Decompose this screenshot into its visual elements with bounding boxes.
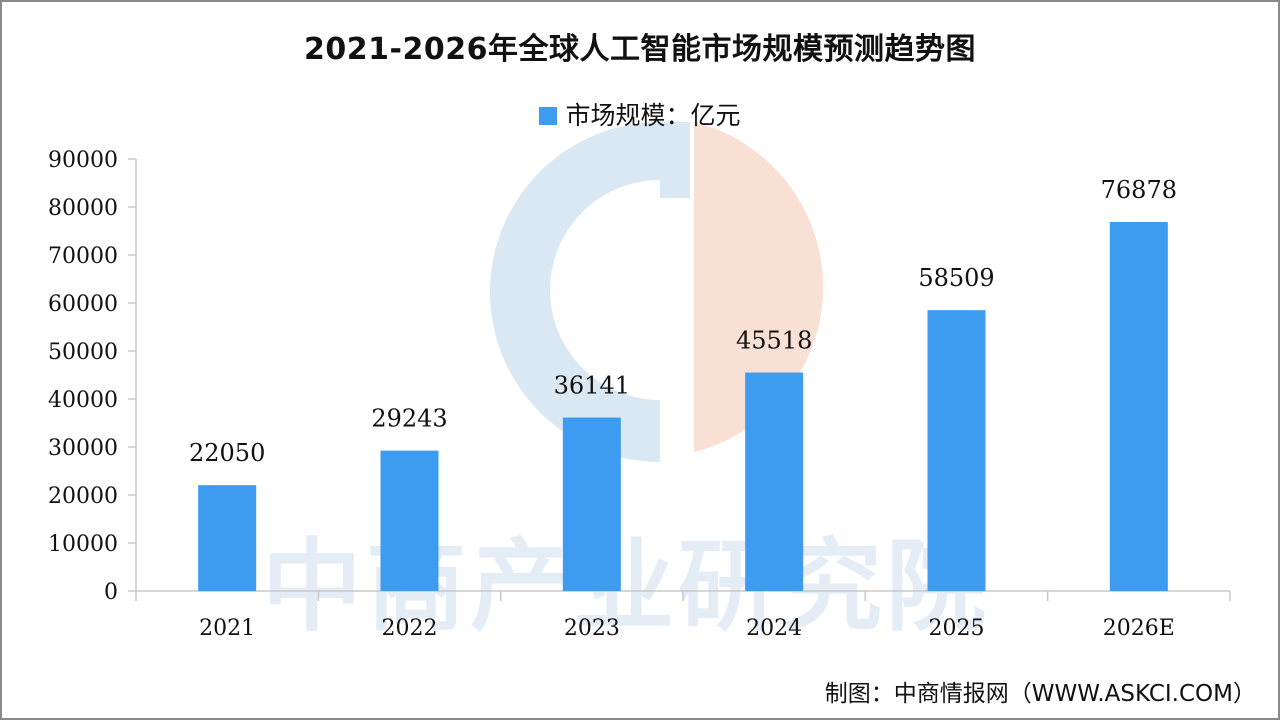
x-tick-label: 2025: [929, 616, 985, 641]
data-label: 45518: [736, 327, 812, 355]
y-tick-label: 50000: [48, 340, 118, 365]
y-tick-label: 40000: [48, 388, 118, 413]
zhongshang-logo-icon: [490, 122, 824, 462]
legend-label: 市场规模：亿元: [565, 101, 741, 130]
x-tick-label: 2024: [746, 616, 802, 641]
y-tick-label: 90000: [48, 148, 118, 173]
x-tick-label: 2026E: [1103, 616, 1175, 641]
y-tick-label: 0: [104, 580, 118, 605]
y-tick-label: 30000: [48, 436, 118, 461]
bars: [198, 221, 1168, 591]
chart-title: 2021-2026年全球人工智能市场规模预测趋势图: [304, 32, 976, 67]
bar: [380, 450, 439, 591]
bar: [927, 310, 986, 591]
y-tick-label: 20000: [48, 484, 118, 509]
bar: [562, 417, 621, 591]
y-tick-label: 70000: [48, 244, 118, 269]
y-tick-label: 10000: [48, 532, 118, 557]
data-label: 36141: [554, 372, 630, 400]
x-tick-label: 2023: [564, 616, 620, 641]
bar: [745, 372, 804, 591]
y-tick-label: 60000: [48, 292, 118, 317]
source-note: 制图：中商情报网（WWW.ASKCI.COM）: [824, 681, 1256, 707]
data-label: 22050: [189, 439, 265, 467]
x-axis: 2021 2022 2023 2024 2025 2026E: [135, 590, 1231, 641]
x-tick-label: 2022: [382, 616, 438, 641]
bar: [1109, 221, 1168, 591]
bar: [198, 485, 257, 591]
legend: 市场规模：亿元: [0, 96, 1280, 132]
data-label: 58509: [918, 264, 994, 292]
data-label: 76878: [1101, 176, 1177, 204]
x-tick-label: 2021: [199, 616, 255, 641]
y-axis: 0 10000 20000 30000 40000 50000 60000 70000 8000…: [48, 148, 137, 605]
y-tick-label: 80000: [48, 196, 118, 221]
data-label: 29243: [371, 405, 447, 433]
data-labels: 22050 29243 36141 45518 58509 76878: [189, 176, 1177, 467]
legend-swatch: [539, 107, 558, 125]
